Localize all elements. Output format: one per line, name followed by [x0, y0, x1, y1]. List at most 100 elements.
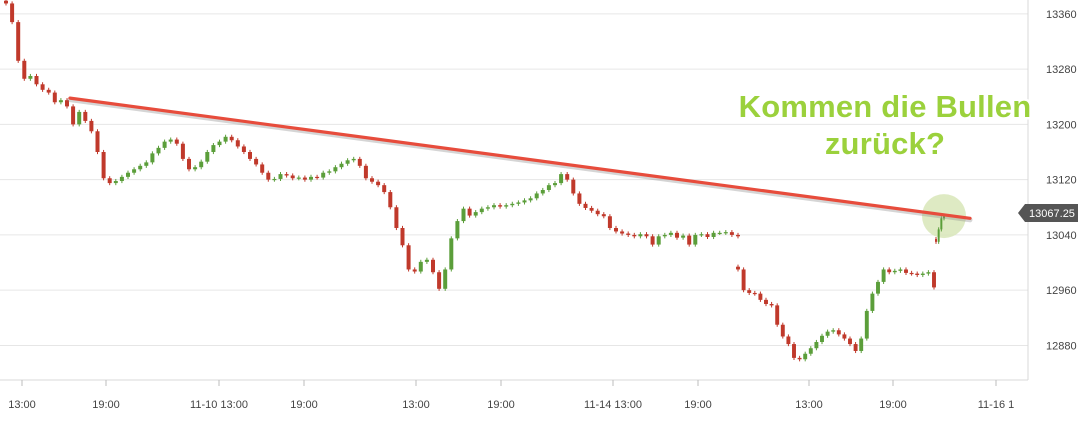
- candle: [180, 141, 185, 161]
- candle: [559, 172, 564, 186]
- candle: [792, 342, 796, 360]
- candle-body: [321, 172, 326, 178]
- candle-body: [150, 153, 155, 163]
- candle-body: [412, 269, 417, 272]
- candle: [138, 163, 143, 172]
- candle: [83, 109, 88, 123]
- candle: [388, 190, 393, 210]
- candle-body: [119, 176, 124, 182]
- candle: [485, 205, 490, 211]
- candle: [510, 201, 515, 208]
- candle-body: [211, 145, 216, 152]
- candle: [864, 308, 869, 341]
- candle: [418, 259, 423, 274]
- candle: [382, 183, 387, 195]
- candle: [58, 98, 63, 105]
- candle: [315, 174, 320, 180]
- candle-body: [302, 177, 307, 180]
- candle: [223, 134, 228, 144]
- candle-body: [235, 140, 240, 147]
- candle-body: [406, 245, 411, 270]
- candle: [351, 156, 356, 163]
- candle: [16, 20, 21, 63]
- candle-body: [229, 136, 234, 141]
- candle: [717, 230, 722, 235]
- candle: [473, 210, 478, 218]
- candle: [540, 187, 545, 196]
- candle-body: [504, 205, 509, 207]
- candle: [431, 257, 435, 275]
- candle: [797, 355, 802, 362]
- candle-body: [853, 344, 858, 351]
- candle: [859, 336, 864, 354]
- candle-body: [741, 269, 746, 291]
- candle-body: [699, 234, 704, 236]
- candle: [786, 334, 791, 347]
- headline-line-2: zurück?: [825, 126, 945, 161]
- candle-body: [668, 232, 673, 235]
- candle: [932, 270, 936, 290]
- candle: [394, 205, 399, 231]
- candle-body: [95, 131, 100, 152]
- x-tick-label: 19:00: [290, 399, 318, 411]
- candle-body: [797, 357, 802, 360]
- candle: [449, 236, 454, 272]
- candle-body: [553, 183, 557, 186]
- headline: Kommen die Bullen zurück?: [736, 87, 1034, 164]
- candle: [892, 268, 897, 275]
- candle-body: [528, 198, 533, 201]
- candle: [199, 159, 204, 170]
- candle: [831, 328, 836, 334]
- candle: [235, 138, 240, 149]
- y-tick-label: 12880: [1046, 340, 1077, 352]
- candle-body: [461, 208, 466, 222]
- candle: [589, 205, 594, 213]
- x-tick-label: 13:00: [402, 399, 430, 411]
- candle-body: [138, 165, 143, 170]
- candle: [723, 230, 728, 235]
- candle-body: [620, 231, 625, 234]
- candle: [150, 151, 155, 165]
- candles: [4, 0, 945, 362]
- candle-body: [717, 232, 722, 235]
- candle: [940, 216, 943, 232]
- candle-body: [34, 76, 39, 85]
- candle-body: [546, 185, 551, 190]
- candle-body: [638, 234, 643, 237]
- candle-body: [205, 152, 210, 162]
- x-tick-label: 19:00: [92, 399, 120, 411]
- candle: [632, 232, 637, 239]
- candle-body: [418, 261, 423, 272]
- candle: [614, 225, 618, 234]
- candle-body: [522, 200, 527, 203]
- candle: [40, 82, 45, 92]
- candle-body: [859, 338, 864, 351]
- candle-body: [736, 266, 740, 270]
- candle-body: [217, 141, 222, 146]
- candle-body: [156, 147, 161, 154]
- candle: [241, 144, 246, 155]
- candle: [107, 176, 112, 186]
- candle: [729, 230, 734, 237]
- candle: [309, 174, 313, 182]
- candle-body: [681, 235, 686, 238]
- candle: [546, 183, 551, 193]
- candle-body: [467, 208, 472, 216]
- candle: [577, 191, 582, 206]
- candle: [52, 90, 57, 105]
- candle: [601, 212, 606, 219]
- candle-body: [736, 234, 740, 237]
- candle: [825, 329, 830, 338]
- candle: [479, 206, 484, 215]
- candle-body: [345, 160, 350, 164]
- candle-body: [803, 353, 808, 360]
- resistance-trendline: [68, 96, 972, 220]
- candle: [376, 179, 381, 188]
- candle: [187, 156, 191, 172]
- candle: [644, 232, 649, 239]
- candle: [345, 158, 350, 166]
- candle: [260, 162, 265, 175]
- candle-body: [4, 0, 8, 4]
- candle-body: [898, 269, 903, 271]
- candle-body: [309, 176, 313, 180]
